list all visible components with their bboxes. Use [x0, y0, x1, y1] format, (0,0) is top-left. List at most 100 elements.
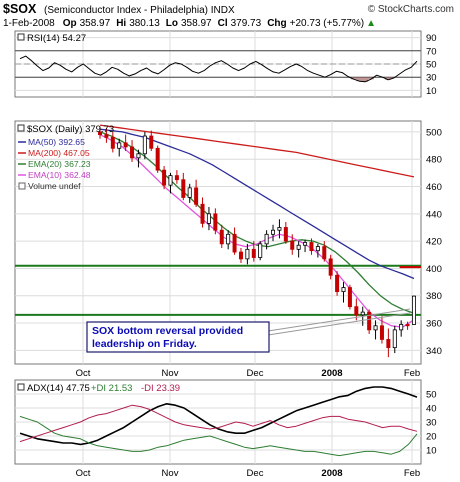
candle-body [315, 246, 320, 252]
x-tick-label: 2008 [321, 368, 342, 379]
rsi-grid: 10 30 50 70 90 [15, 31, 437, 97]
candle-body [367, 311, 372, 331]
candle-body [360, 311, 365, 316]
x-tick-label: Oct [76, 368, 91, 379]
callout-line: leadership on Friday. [92, 338, 197, 350]
adx-legend: ADX(14) 47.75 +DI 21.53 -DI 23.39 [17, 383, 180, 394]
x-tick-label: Dec [247, 368, 264, 379]
y-tick-label: 40 [426, 404, 437, 415]
candle-body [303, 242, 308, 246]
callout-pointer [267, 308, 411, 332]
candle-body [392, 329, 397, 349]
candle-body [213, 213, 218, 231]
candle-body [283, 227, 288, 242]
candle-body [245, 248, 250, 260]
candle-body [117, 142, 122, 149]
y-tick-label: 340 [426, 346, 442, 357]
candle-body [322, 246, 327, 260]
candle-body [373, 325, 378, 331]
index-name: (Semiconductor Index - Philadelphia) IND… [44, 5, 235, 16]
candle-body [347, 287, 352, 308]
plus-di-line [19, 415, 418, 457]
candle-body [399, 324, 404, 331]
candle-body [123, 142, 128, 148]
ema10-line [99, 134, 415, 328]
candle-body [226, 233, 231, 245]
y-tick-label: 360 [426, 319, 442, 330]
candle-body [104, 134, 109, 138]
candle-body [271, 229, 276, 235]
legend-plus-di: +DI 21.53 [91, 383, 132, 394]
candle-body [251, 248, 256, 258]
candle-body [264, 233, 269, 245]
rsi-legend-text: RSI(14) 54.27 [27, 33, 86, 44]
candle-body [354, 306, 359, 316]
callout-box [86, 321, 270, 353]
y-tick-label: 70 [426, 46, 437, 57]
legend-ma50: MA(50) 392.65 [28, 137, 85, 147]
y-tick-label: 10 [426, 446, 437, 457]
rsi-series [19, 55, 418, 83]
y-tick-label: 400 [426, 264, 442, 275]
x-tick-label: Nov [162, 468, 179, 479]
candle-body [232, 233, 237, 253]
legend-minus-di: -DI 23.39 [141, 383, 180, 394]
price-grid: 340 360 380 400 420 440 460 480 500 Oct Nov Dec 2008… [15, 121, 442, 379]
ma200-line [99, 124, 415, 178]
candle-body [335, 274, 340, 293]
candle-body [200, 203, 205, 224]
y-tick-label: 480 [426, 155, 442, 166]
minus-di-line [19, 404, 418, 443]
candle-body [296, 244, 301, 250]
x-tick-label: Dec [247, 468, 264, 479]
y-tick-label: 20 [426, 432, 437, 443]
callout-line: SOX bottom reversal provided [92, 325, 243, 337]
legend-ema20: EMA(20) 367.23 [28, 159, 91, 169]
y-tick-label: 380 [426, 291, 442, 302]
candle-body [206, 213, 211, 224]
callout-text: SOX bottom reversal provided leadership o… [92, 325, 243, 350]
candle-body [328, 258, 333, 276]
annotation-callout: SOX bottom reversal provided leadership o… [86, 308, 411, 353]
y-tick-label: 30 [426, 418, 437, 429]
candle-body [411, 295, 416, 325]
y-tick-label: 50 [426, 390, 437, 401]
candle-body [219, 229, 224, 245]
candle-body [379, 325, 384, 340]
y-tick-label: 50 [426, 60, 437, 71]
candle-body [258, 243, 263, 258]
candle-body [98, 131, 103, 136]
y-tick-label: 30 [426, 73, 437, 84]
candle-body [309, 242, 314, 252]
adx-series [19, 386, 418, 457]
x-tick-label: 2008 [321, 468, 342, 479]
x-tick-label: Oct [76, 468, 91, 479]
legend-sox: $SOX (Daily) 379.73 [27, 124, 114, 135]
candle-body [142, 135, 147, 155]
candle-body [194, 187, 199, 205]
ema20-line [99, 131, 415, 314]
legend-ema10: EMA(10) 362.48 [28, 170, 91, 180]
watermark: © StockCharts.com [368, 4, 454, 15]
y-tick-label: 10 [426, 86, 437, 97]
rsi-oversold-fill [350, 77, 397, 82]
candle-body [181, 179, 186, 198]
candle-body [149, 135, 154, 149]
candle-body [162, 169, 167, 186]
y-tick-label: 500 [426, 127, 442, 138]
quote-line: 1-Feb-2008 Op 358.97 Hi 380.13 Lo 358.97 Cl 379.… [3, 18, 376, 29]
candle-body [341, 287, 346, 293]
x-tick-label: Feb [404, 468, 420, 479]
candle-body [155, 147, 160, 171]
candle-body [290, 240, 295, 250]
candle-body [277, 227, 282, 231]
candle-body [238, 251, 243, 260]
legend-adx: ADX(14) 47.75 [27, 383, 90, 394]
y-tick-label: 90 [426, 33, 437, 44]
symbol-label: $SOX [3, 2, 37, 16]
candle-body [168, 175, 173, 186]
candle-body [187, 187, 192, 198]
rsi-line [19, 55, 418, 83]
adx-line [19, 386, 418, 446]
